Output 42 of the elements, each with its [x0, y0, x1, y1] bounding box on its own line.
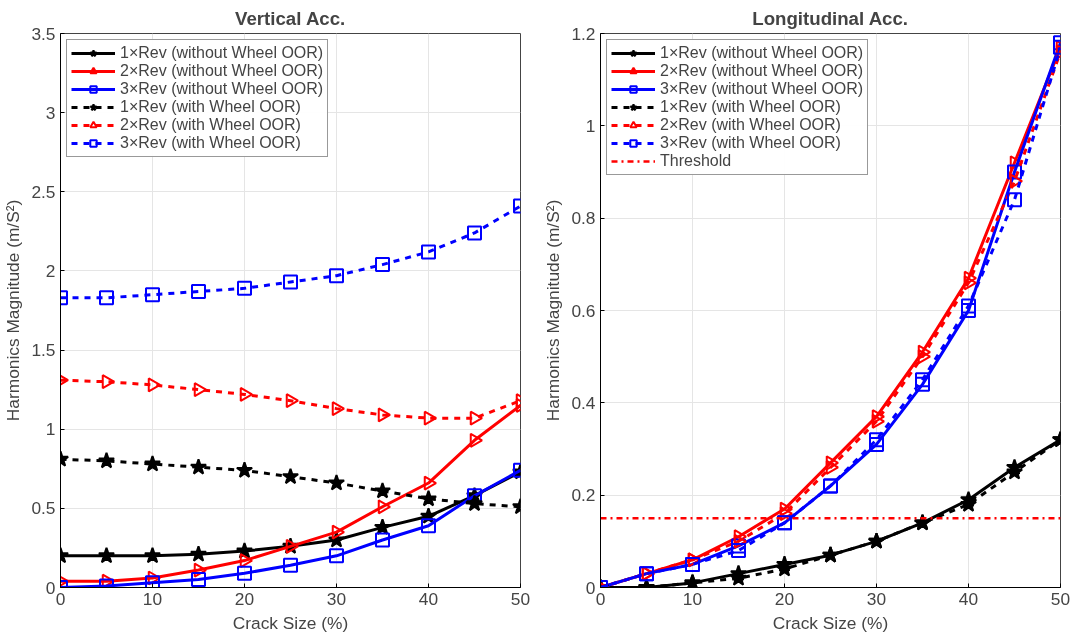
- y-tick-label: 2.5: [31, 181, 56, 202]
- legend-label: 3×Rev (with Wheel OOR): [660, 134, 841, 152]
- legend-label: Threshold: [660, 152, 732, 170]
- legend-label: 2×Rev (without Wheel OOR): [120, 62, 324, 80]
- x-tick-label: 20: [234, 588, 255, 609]
- y-tick-label: 0.5: [31, 498, 56, 519]
- legend-label: 2×Rev (with Wheel OOR): [120, 116, 301, 134]
- legend-label: 1×Rev (with Wheel OOR): [120, 98, 301, 116]
- legend-label: 2×Rev (with Wheel OOR): [660, 116, 841, 134]
- x-axis-title: Crack Size (%): [232, 612, 349, 633]
- y-tick-label: 1: [45, 419, 56, 440]
- y-tick-label: 1: [585, 115, 596, 136]
- legend-label: 3×Rev (without Wheel OOR): [120, 80, 324, 98]
- x-tick-label: 10: [142, 588, 163, 609]
- y-tick-label: 3: [45, 102, 56, 123]
- y-tick-label: 0.2: [571, 485, 596, 506]
- y-axis-title: Harmonics Magnitude (m/S²): [543, 199, 564, 422]
- y-tick-label: 0.6: [571, 300, 596, 321]
- legend-label: 2×Rev (without Wheel OOR): [660, 62, 864, 80]
- x-axis-title: Crack Size (%): [772, 612, 889, 633]
- x-tick-label: 30: [326, 588, 347, 609]
- x-tick-label: 40: [418, 588, 439, 609]
- y-tick-label: 0.4: [571, 392, 596, 413]
- legend-label: 3×Rev (without Wheel OOR): [660, 80, 864, 98]
- legend-label: 1×Rev (without Wheel OOR): [120, 44, 324, 62]
- y-tick-label: 1.5: [31, 340, 56, 361]
- x-tick-label: 30: [866, 588, 887, 609]
- chart-title: Vertical Acc.: [235, 7, 346, 29]
- y-tick-label: 0.8: [571, 208, 596, 229]
- legend-label: 1×Rev (with Wheel OOR): [660, 98, 841, 116]
- x-tick-label: 10: [682, 588, 703, 609]
- legend-label: 3×Rev (with Wheel OOR): [120, 134, 301, 152]
- x-tick-label: 50: [510, 588, 531, 609]
- y-tick-label: 2: [45, 260, 56, 281]
- x-tick-label: 20: [774, 588, 795, 609]
- legend-label: 1×Rev (without Wheel OOR): [660, 44, 864, 62]
- x-tick-label: 40: [958, 588, 979, 609]
- y-tick-label: 1.2: [571, 23, 596, 44]
- y-axis-title: Harmonics Magnitude (m/S²): [3, 199, 24, 422]
- y-tick-label: 3.5: [31, 23, 56, 44]
- chart-title: Longitudinal Acc.: [752, 7, 909, 29]
- x-tick-label: 50: [1050, 588, 1071, 609]
